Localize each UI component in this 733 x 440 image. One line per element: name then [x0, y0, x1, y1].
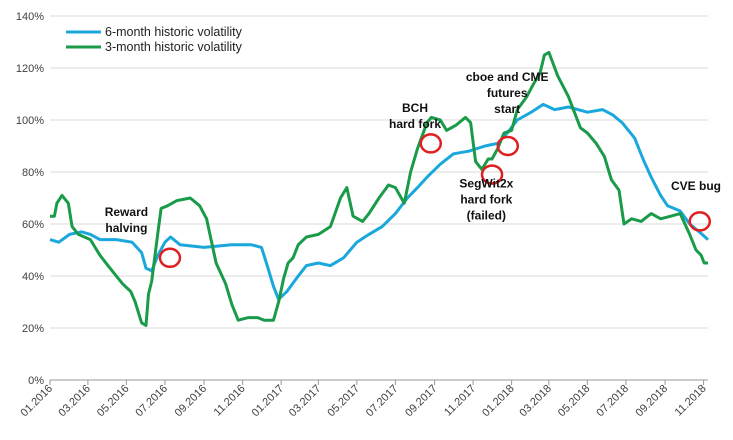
x-axis-ticks: 01.2016 03.2016 05.2016 07.2016 09.2016 11.20… [19, 380, 709, 419]
y-tick-label: 100% [16, 115, 44, 127]
y-tick-label: 140% [16, 11, 44, 23]
event-markers [158, 133, 712, 269]
x-tick-label: 09.2016 [173, 383, 210, 420]
legend-label: 3-month historic volatility [105, 40, 243, 54]
event-annotations: Reward halving BCH hard fork cboe and CME fut… [105, 70, 721, 235]
x-tick-label: 05.2018 [556, 383, 593, 420]
x-tick-label: 09.2018 [634, 383, 671, 420]
x-tick-label: 09.2017 [403, 383, 440, 420]
y-tick-label: 40% [22, 271, 44, 283]
series-line-3-month [50, 50, 708, 327]
x-tick-label: 03.2017 [287, 383, 324, 420]
event-marker-circle [496, 135, 520, 157]
x-tick-label: 11.2016 [212, 383, 248, 419]
x-tick-label: 01.2016 [19, 383, 56, 420]
x-tick-label: 11.2018 [673, 383, 709, 419]
legend-label: 6-month historic volatility [105, 25, 243, 39]
x-tick-label: 03.2018 [517, 383, 554, 420]
x-tick-label: 05.2016 [95, 383, 132, 420]
y-tick-label: 0% [28, 375, 44, 387]
event-marker-circle [158, 247, 182, 269]
y-axis-tick-labels: 0% 20% 40% 60% 80% 100% 120% 140% [16, 11, 44, 387]
event-marker-circle [688, 211, 712, 232]
x-tick-label: 07.2016 [133, 383, 170, 420]
x-tick-label: 05.2017 [325, 383, 362, 420]
series-line-6-month [49, 102, 709, 301]
x-tick-label: 01.2018 [480, 383, 517, 420]
y-tick-label: 20% [22, 323, 44, 335]
annotation-label: BCH hard fork [389, 101, 441, 131]
x-tick-label: 03.2016 [56, 383, 93, 420]
x-tick-label: 07.2017 [364, 383, 401, 420]
annotation-label: Reward halving [105, 205, 148, 235]
event-marker-circle [419, 133, 443, 154]
y-tick-label: 60% [22, 219, 44, 231]
annotation-label: CVE bug [671, 179, 721, 193]
y-tick-label: 120% [16, 63, 44, 75]
annotation-label: cboe and CME futures start [466, 70, 549, 116]
event-marker-circle [480, 164, 504, 185]
series-lines [49, 50, 709, 327]
x-tick-label: 11.2017 [442, 383, 478, 419]
x-tick-label: 07.2018 [594, 383, 631, 420]
annotation-label: SegWit2x hard fork (failed) [459, 177, 513, 223]
y-tick-label: 80% [22, 167, 44, 179]
x-tick-label: 01.2017 [250, 383, 287, 420]
